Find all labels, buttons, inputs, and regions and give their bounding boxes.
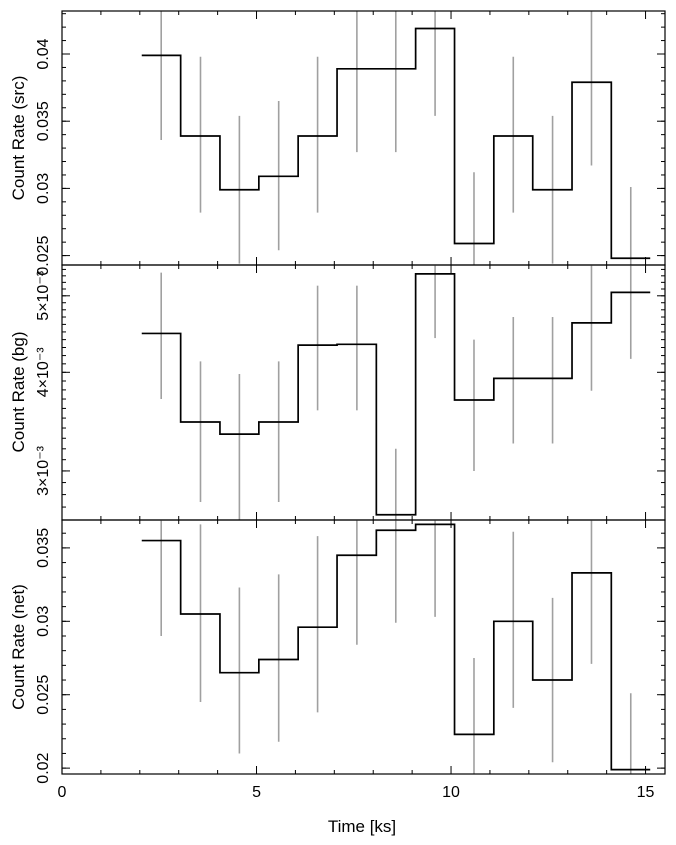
y-axis-title-src: Count Rate (src) (9, 76, 28, 201)
x-tick-label: 10 (442, 784, 460, 801)
errorbars-bg (160, 265, 632, 520)
y-tick-label: 0.035 (35, 101, 52, 141)
ticks-src: 0.025 0.03 0.035 0.04 (35, 11, 665, 276)
y-tick-label: 0.03 (35, 173, 52, 204)
y-axis-title-net: Count Rate (net) (9, 584, 28, 710)
y-tick-label: 3×10⁻³ (35, 445, 52, 495)
y-tick-label: 5×10⁻³ (35, 270, 52, 320)
y-tick-label: 0.035 (35, 528, 52, 568)
panel-src: 0.025 0.03 0.035 0.04 Count Rate (src) (9, 10, 666, 276)
x-tick-labels: 0 5 10 15 (58, 784, 655, 801)
y-tick-label: 0.025 (35, 675, 52, 715)
step-line-bg (141, 273, 651, 516)
plot-frame-net (61, 519, 666, 775)
y-tick-label: 0.04 (35, 38, 52, 69)
ticks-net: 0.02 0.025 0.03 0.035 (35, 520, 665, 784)
x-tick-label: 5 (252, 784, 261, 801)
step-line-src (141, 27, 651, 260)
panel-bg: 3×10⁻³ 4×10⁻³ 5×10⁻³ Count Rate (bg) (9, 264, 666, 521)
y-tick-label: 4×10⁻³ (35, 347, 52, 397)
plot-frame-src (61, 10, 666, 266)
y-tick-label: 0.025 (35, 235, 52, 275)
plot-frame-bg (61, 264, 666, 521)
x-tick-label: 0 (58, 784, 67, 801)
errorbars-src (160, 11, 632, 265)
ticks-bg: 3×10⁻³ 4×10⁻³ 5×10⁻³ (35, 265, 665, 521)
y-tick-label: 0.02 (35, 752, 52, 783)
x-axis-title: Time [ks] (328, 817, 396, 836)
x-tick-label: 15 (637, 784, 655, 801)
y-axis-title-bg: Count Rate (bg) (9, 332, 28, 453)
y-tick-label: 0.03 (35, 606, 52, 637)
step-line-net (141, 523, 651, 771)
panel-net: 0.02 0.025 0.03 0.035 Count Rate (net) (9, 519, 666, 784)
